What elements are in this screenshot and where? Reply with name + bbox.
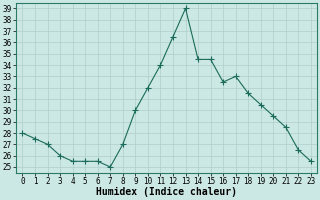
X-axis label: Humidex (Indice chaleur): Humidex (Indice chaleur) bbox=[96, 187, 237, 197]
